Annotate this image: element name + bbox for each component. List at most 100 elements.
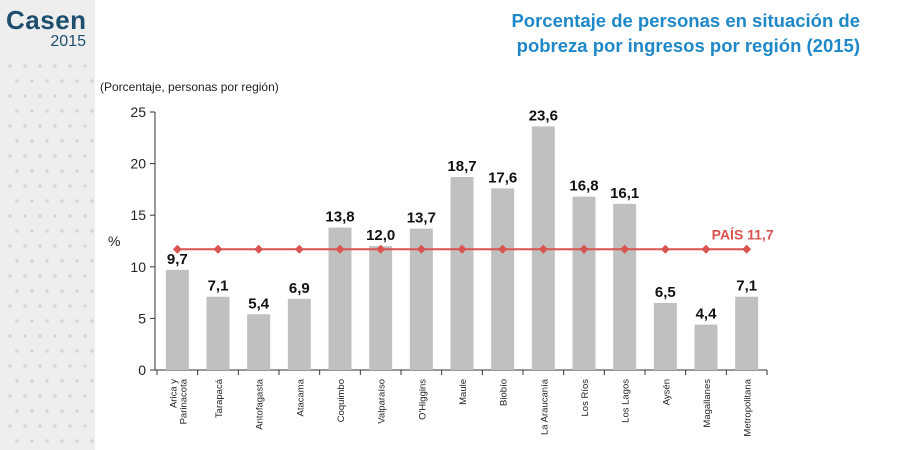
- bar-value-label: 12,0: [366, 227, 395, 244]
- pattern-dot: [30, 199, 34, 203]
- pattern-dot: [30, 109, 34, 113]
- pattern-dot: [75, 439, 79, 443]
- pattern-dot: [30, 139, 34, 143]
- pattern-dot: [15, 409, 19, 413]
- pattern-dot: [8, 154, 12, 158]
- bar-value-label: 6,5: [655, 284, 676, 301]
- pattern-dot: [60, 139, 64, 143]
- y-tick-label: 0: [138, 362, 146, 378]
- pattern-dot: [75, 349, 79, 353]
- pattern-dot: [30, 229, 34, 233]
- pattern-dot: [38, 244, 42, 248]
- pattern-dot: [45, 289, 49, 293]
- x-category-label: Los Lagos: [621, 379, 632, 423]
- y-tick-label: 25: [130, 104, 146, 120]
- pattern-dot: [68, 94, 72, 98]
- pattern-dot: [90, 79, 94, 83]
- logo-year: 2015: [50, 33, 86, 50]
- pattern-dot: [23, 304, 27, 308]
- pattern-dot: [8, 124, 12, 128]
- pattern-dot: [60, 169, 64, 173]
- pattern-dot: [60, 79, 64, 83]
- side-panel: Casen 2015: [0, 0, 95, 450]
- bar: [247, 314, 271, 370]
- reference-marker: [376, 244, 386, 254]
- pattern-dot: [8, 214, 12, 218]
- pattern-dot: [15, 139, 19, 143]
- reference-line-label: PAÍS 11,7: [712, 226, 774, 242]
- pattern-dot: [68, 184, 72, 188]
- pattern-dot: [68, 244, 72, 248]
- pattern-dot: [38, 184, 42, 188]
- pattern-dot: [83, 334, 87, 338]
- pattern-dot: [68, 424, 72, 428]
- pattern-dot: [53, 394, 57, 398]
- bar: [653, 302, 677, 370]
- pattern-dot: [75, 379, 79, 383]
- y-tick-label: 10: [130, 259, 146, 275]
- reference-marker: [213, 244, 223, 254]
- pattern-dot: [45, 349, 49, 353]
- pattern-dot: [90, 409, 94, 413]
- pattern-dot: [45, 199, 49, 203]
- pattern-dot: [53, 124, 57, 128]
- bar-value-label: 7,1: [208, 278, 229, 295]
- pattern-dot: [45, 79, 49, 83]
- bar: [735, 296, 759, 370]
- bar: [450, 177, 474, 370]
- pattern-dot: [8, 394, 12, 398]
- pattern-dot: [75, 319, 79, 323]
- pattern-dot: [75, 259, 79, 263]
- pattern-dot: [15, 169, 19, 173]
- bar-value-label: 23,6: [529, 107, 558, 124]
- pattern-dot: [15, 379, 19, 383]
- pattern-dot: [83, 274, 87, 278]
- y-axis-title: %: [108, 233, 121, 249]
- pattern-dot: [15, 349, 19, 353]
- pattern-dot: [15, 289, 19, 293]
- pattern-dot: [53, 334, 57, 338]
- pattern-dot: [83, 214, 87, 218]
- pattern-dot: [15, 439, 19, 443]
- pattern-dot: [90, 199, 94, 203]
- pattern-dot: [53, 214, 57, 218]
- pattern-dot: [83, 364, 87, 368]
- pattern-dot: [30, 289, 34, 293]
- x-category-label: Coquimbo: [336, 379, 347, 422]
- pattern-dot: [90, 319, 94, 323]
- pattern-dot: [53, 154, 57, 158]
- pattern-dot: [53, 94, 57, 98]
- pattern-dot: [60, 349, 64, 353]
- bar-value-label: 16,8: [569, 178, 598, 195]
- pattern-dot: [45, 109, 49, 113]
- pattern-dot: [90, 379, 94, 383]
- pattern-dot: [83, 304, 87, 308]
- bar-value-label: 4,4: [696, 306, 718, 323]
- pattern-dot: [45, 319, 49, 323]
- pattern-dot: [68, 334, 72, 338]
- pattern-dot: [8, 424, 12, 428]
- x-category-label: La Araucanía: [539, 378, 550, 435]
- pattern-dot: [45, 379, 49, 383]
- pattern-dot: [75, 199, 79, 203]
- pattern-dot: [23, 184, 27, 188]
- reference-marker: [498, 244, 508, 254]
- x-category-label: Los Ríos: [580, 379, 591, 417]
- pattern-dot: [30, 259, 34, 263]
- pattern-dot: [60, 409, 64, 413]
- pattern-dot: [90, 289, 94, 293]
- pattern-dot: [23, 394, 27, 398]
- y-tick-label: 15: [130, 207, 146, 223]
- pattern-dot: [23, 64, 27, 68]
- pattern-dot: [38, 154, 42, 158]
- pattern-dot: [68, 124, 72, 128]
- pattern-dot: [38, 304, 42, 308]
- pattern-dot: [90, 259, 94, 263]
- pattern-dot: [90, 349, 94, 353]
- pattern-dot: [30, 79, 34, 83]
- reference-marker: [254, 244, 264, 254]
- pattern-dot: [83, 184, 87, 188]
- pattern-dot: [68, 274, 72, 278]
- pattern-dot: [38, 394, 42, 398]
- reference-marker: [416, 244, 426, 254]
